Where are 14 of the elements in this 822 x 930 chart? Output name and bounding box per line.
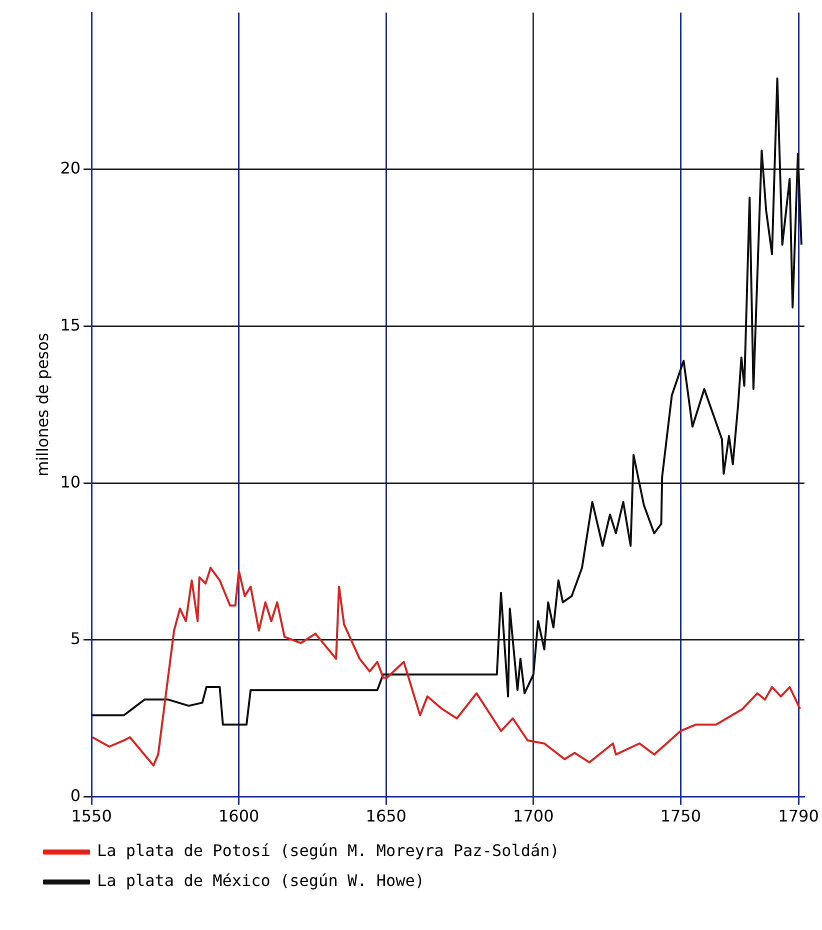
y-tick-label: 20	[60, 158, 81, 178]
y-tick-label: 5	[70, 629, 81, 648]
legend-label: La plata de Potosí (según M. Moreyra Paz-Soldán)	[97, 841, 560, 860]
y-tick-label: 15	[60, 315, 81, 334]
x-tick-label: 1550	[71, 806, 112, 826]
x-tick-label: 1700	[513, 806, 554, 826]
legend-label: La plata de México (según W. Howe)	[97, 871, 425, 890]
x-tick-label: 1750	[660, 806, 702, 826]
y-tick-label: 0	[70, 786, 81, 805]
y-axis-title: millones de pesos	[32, 332, 52, 477]
x-tick-label: 1790	[778, 806, 819, 826]
y-tick-label: 10	[60, 472, 81, 492]
x-tick-label: 1600	[218, 806, 260, 826]
x-tick-label: 1650	[366, 806, 406, 826]
